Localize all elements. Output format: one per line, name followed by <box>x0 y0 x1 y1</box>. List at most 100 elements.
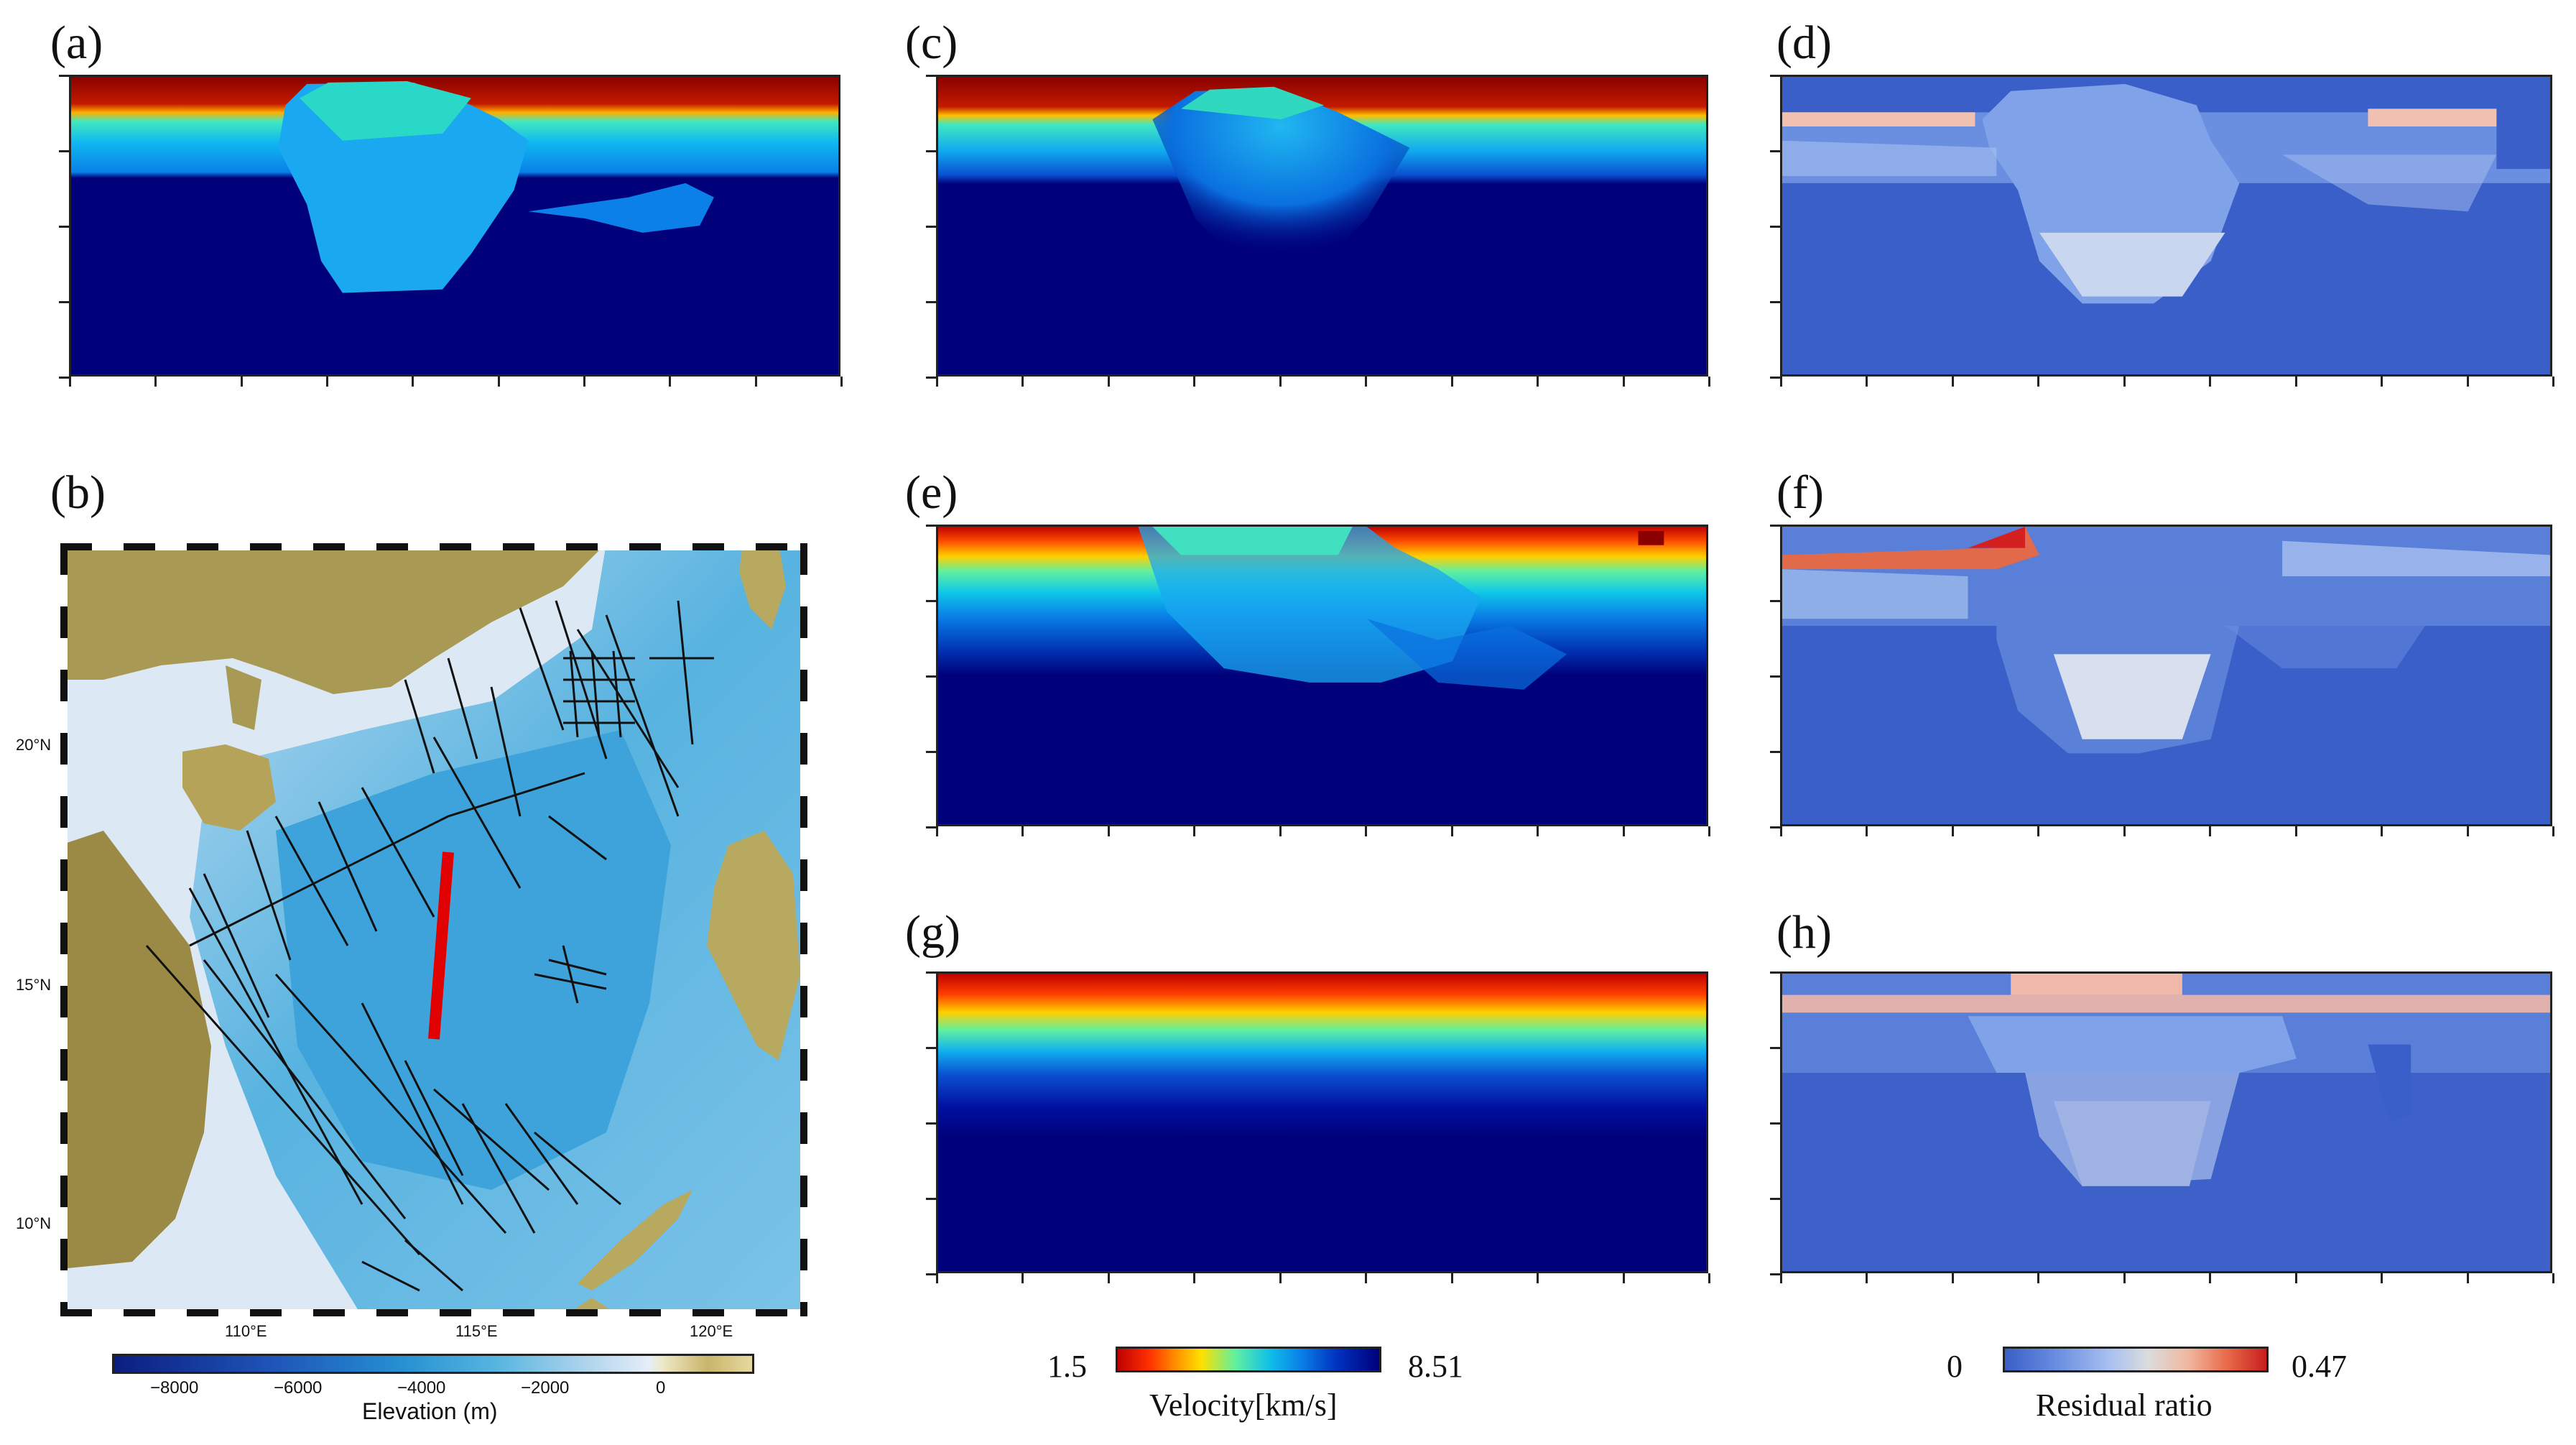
x-axis-tick <box>2037 377 2039 387</box>
y-axis-tick <box>1770 1273 1780 1275</box>
lat-tick-15: 15°N <box>16 976 52 994</box>
x-axis-tick <box>1537 826 1539 836</box>
velocity-max-label: 8.51 <box>1408 1349 1463 1384</box>
x-axis-tick <box>1952 377 1954 387</box>
elevation-colorbar-title: Elevation (m) <box>362 1398 498 1424</box>
x-axis-tick <box>1365 377 1367 387</box>
residual-panel-f <box>1780 525 2552 826</box>
y-axis-tick <box>926 1273 936 1275</box>
x-axis-tick <box>1365 826 1367 836</box>
residual-colorbar-title: Residual ratio <box>2036 1388 2213 1423</box>
x-axis-tick <box>669 377 671 387</box>
panel-label-e: (e) <box>905 466 958 519</box>
x-axis-tick <box>154 377 157 387</box>
y-axis-tick <box>926 826 936 828</box>
x-axis-tick <box>840 377 843 387</box>
x-axis-tick <box>412 377 414 387</box>
x-axis-tick <box>2467 377 2469 387</box>
x-axis-tick <box>583 377 585 387</box>
elev-tick-5: 0 <box>656 1378 666 1398</box>
velocity-colorbar <box>1116 1347 1381 1372</box>
x-axis-tick <box>1193 1273 1195 1283</box>
x-axis-tick <box>1537 1273 1539 1283</box>
location-map <box>60 543 807 1316</box>
panel-label-c: (c) <box>905 17 958 69</box>
x-axis-tick <box>755 377 757 387</box>
x-axis-tick <box>2552 826 2554 836</box>
y-axis-tick <box>59 75 69 77</box>
x-axis-tick <box>936 377 938 387</box>
y-axis-tick <box>1770 1122 1780 1125</box>
x-axis-tick <box>1279 826 1282 836</box>
x-axis-tick <box>2295 377 2297 387</box>
residual-panel-d <box>1780 75 2552 377</box>
y-axis-tick <box>59 226 69 228</box>
x-axis-tick <box>498 377 500 387</box>
velocity-panel-e <box>936 525 1708 826</box>
lat-tick-20: 20°N <box>16 736 52 754</box>
residual-min-label: 0 <box>1947 1349 1963 1384</box>
x-axis-tick <box>2209 826 2211 836</box>
y-axis-tick <box>1770 751 1780 753</box>
x-axis-tick <box>1780 377 1782 387</box>
x-axis-tick <box>2381 1273 2383 1283</box>
y-axis-tick <box>59 150 69 152</box>
y-axis-tick <box>1770 826 1780 828</box>
y-axis-tick <box>926 525 936 527</box>
lon-tick-120: 120°E <box>690 1322 733 1340</box>
x-axis-tick <box>1866 1273 1868 1283</box>
y-axis-tick <box>1770 75 1780 77</box>
y-axis-tick <box>926 1122 936 1125</box>
y-axis-tick <box>1770 675 1780 678</box>
panel-label-a: (a) <box>50 17 103 69</box>
x-axis-tick <box>2209 377 2211 387</box>
x-axis-tick <box>1708 377 1710 387</box>
profile-line <box>428 851 454 1040</box>
x-axis-tick <box>1193 377 1195 387</box>
residual-max-label: 0.47 <box>2292 1349 2347 1384</box>
x-axis-tick <box>69 377 71 387</box>
panel-label-g: (g) <box>905 906 960 959</box>
y-axis-tick <box>926 1198 936 1200</box>
residual-panel-h <box>1780 971 2552 1273</box>
panel-label-f: (f) <box>1776 466 1824 519</box>
y-axis-tick <box>1770 1047 1780 1049</box>
x-axis-tick <box>936 1273 938 1283</box>
x-axis-tick <box>1451 826 1453 836</box>
x-axis-tick <box>1623 1273 1625 1283</box>
x-axis-tick <box>1279 377 1282 387</box>
x-axis-tick <box>2037 1273 2039 1283</box>
x-axis-tick <box>1021 1273 1024 1283</box>
x-axis-tick <box>1021 377 1024 387</box>
y-axis-tick <box>926 1047 936 1049</box>
elev-tick-1: −8000 <box>150 1378 199 1398</box>
y-axis-tick <box>1770 301 1780 303</box>
panel-label-d: (d) <box>1776 17 1832 69</box>
elev-tick-2: −6000 <box>274 1378 323 1398</box>
x-axis-tick <box>1451 1273 1453 1283</box>
x-axis-tick <box>2467 1273 2469 1283</box>
x-axis-tick <box>1365 1273 1367 1283</box>
x-axis-tick <box>1623 826 1625 836</box>
y-axis-tick <box>1770 525 1780 527</box>
x-axis-tick <box>1866 826 1868 836</box>
lat-tick-10: 10°N <box>16 1214 52 1232</box>
x-axis-tick <box>1952 826 1954 836</box>
velocity-panel-true-model <box>69 75 840 377</box>
x-axis-tick <box>1952 1273 1954 1283</box>
x-axis-tick <box>2209 1273 2211 1283</box>
y-axis-tick <box>1770 1198 1780 1200</box>
x-axis-tick <box>2123 1273 2126 1283</box>
panel-label-h: (h) <box>1776 906 1832 959</box>
x-axis-tick <box>2381 826 2383 836</box>
velocity-panel-g <box>936 971 1708 1273</box>
residual-colorbar <box>2003 1347 2269 1372</box>
y-axis-tick <box>59 301 69 303</box>
y-axis-tick <box>926 301 936 303</box>
y-axis-tick <box>1770 600 1780 602</box>
y-axis-tick <box>1770 150 1780 152</box>
x-axis-tick <box>936 826 938 836</box>
elev-tick-3: −4000 <box>397 1378 446 1398</box>
y-axis-tick <box>926 751 936 753</box>
lon-tick-115: 115°E <box>455 1322 498 1340</box>
